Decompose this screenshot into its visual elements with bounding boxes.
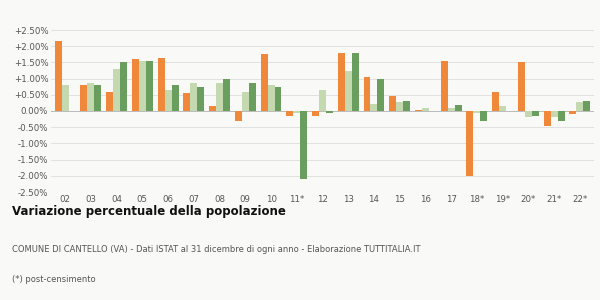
Bar xyxy=(532,111,539,116)
Bar xyxy=(106,92,113,111)
Bar xyxy=(569,111,577,114)
Bar xyxy=(132,59,139,111)
Bar xyxy=(455,104,461,111)
Bar xyxy=(62,85,68,111)
Bar xyxy=(544,111,551,126)
Text: Variazione percentuale della popolazione: Variazione percentuale della popolazione xyxy=(12,206,286,218)
Bar xyxy=(441,61,448,111)
Bar xyxy=(345,70,352,111)
Bar xyxy=(275,87,281,111)
Bar xyxy=(352,53,359,111)
Bar xyxy=(396,102,403,111)
Bar xyxy=(415,110,422,111)
Bar xyxy=(268,85,275,111)
Bar xyxy=(216,83,223,111)
Bar xyxy=(164,90,172,111)
Bar xyxy=(235,111,242,121)
Bar xyxy=(197,87,204,111)
Text: (*) post-censimento: (*) post-censimento xyxy=(12,274,95,284)
Bar xyxy=(422,108,429,111)
Bar xyxy=(80,85,88,111)
Bar xyxy=(184,93,190,111)
Bar xyxy=(300,111,307,179)
Bar xyxy=(551,111,557,118)
Bar xyxy=(518,62,525,111)
Bar xyxy=(55,41,62,111)
Bar xyxy=(312,111,319,116)
Bar xyxy=(377,79,385,111)
Bar xyxy=(370,104,377,111)
Bar xyxy=(209,106,216,111)
Bar xyxy=(172,85,179,111)
Bar xyxy=(223,79,230,111)
Bar xyxy=(190,83,197,111)
Bar xyxy=(525,111,532,118)
Bar xyxy=(583,101,590,111)
Bar xyxy=(158,58,164,111)
Bar xyxy=(242,92,249,111)
Bar xyxy=(146,61,153,111)
Bar xyxy=(577,102,583,111)
Bar xyxy=(139,61,146,111)
Bar xyxy=(481,111,487,121)
Bar xyxy=(557,111,565,121)
Bar xyxy=(286,111,293,116)
Bar xyxy=(120,62,127,111)
Bar xyxy=(338,53,345,111)
Bar xyxy=(249,83,256,111)
Bar xyxy=(492,92,499,111)
Bar xyxy=(260,54,268,111)
Bar xyxy=(113,69,120,111)
Bar xyxy=(94,85,101,111)
Legend: Cantello, Provincia di VA, Lombardia: Cantello, Provincia di VA, Lombardia xyxy=(188,0,457,3)
Text: COMUNE DI CANTELLO (VA) - Dati ISTAT al 31 dicembre di ogni anno - Elaborazione : COMUNE DI CANTELLO (VA) - Dati ISTAT al … xyxy=(12,244,421,253)
Bar xyxy=(448,108,455,111)
Bar xyxy=(499,106,506,111)
Bar xyxy=(364,77,370,111)
Bar xyxy=(319,90,326,111)
Bar xyxy=(326,111,333,112)
Bar xyxy=(473,111,481,112)
Bar xyxy=(88,83,94,111)
Bar xyxy=(389,96,396,111)
Bar xyxy=(403,101,410,111)
Bar xyxy=(293,111,300,112)
Bar xyxy=(466,111,473,176)
